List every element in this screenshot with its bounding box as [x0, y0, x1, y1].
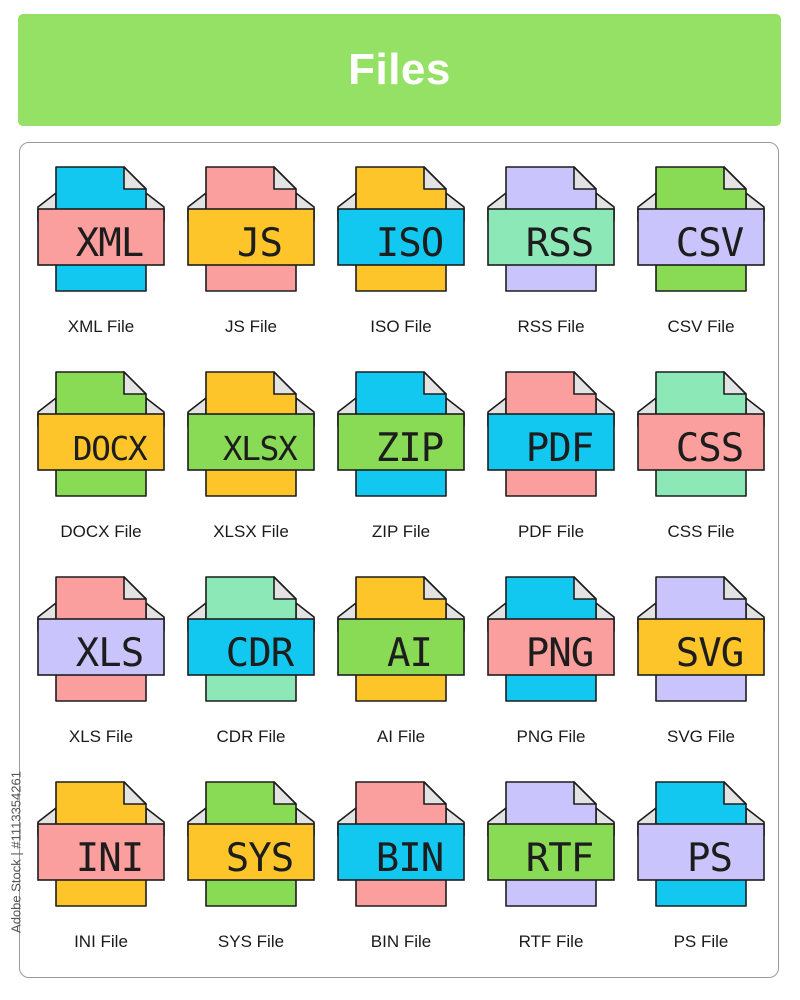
png-icon-label: PNG: [525, 630, 594, 676]
cdr-icon-label: CDR: [225, 630, 294, 676]
file-icon-tile-sys: SYS SYS File: [176, 758, 326, 963]
file-icon-tile-css: CSS CSS File: [626, 348, 776, 553]
ps-file-icon: PS: [636, 780, 766, 910]
js-file-icon: JS: [186, 165, 316, 295]
iso-file-icon: ISO: [336, 165, 466, 295]
sys-file-caption: SYS File: [217, 932, 285, 951]
iso-icon-label: ISO: [375, 220, 444, 266]
file-icon-tile-bin: BIN BIN File: [326, 758, 476, 963]
css-file-caption: CSS File: [667, 522, 735, 541]
docx-icon-label: DOCX: [72, 428, 148, 468]
sys-file-icon: SYS: [186, 780, 316, 910]
rtf-icon-label: RTF: [525, 835, 594, 881]
zip-file-caption: ZIP File: [371, 522, 431, 541]
xml-file-caption: XML File: [67, 317, 135, 336]
csv-icon-label: CSV: [675, 220, 744, 266]
file-icon-tile-zip: ZIP ZIP File: [326, 348, 476, 553]
ps-icon-label: PS: [687, 835, 733, 881]
bin-file-caption: BIN File: [370, 932, 432, 951]
css-file-icon: CSS: [636, 370, 766, 500]
bin-file-icon: BIN: [336, 780, 466, 910]
ai-icon-label: AI: [387, 630, 433, 676]
png-file-caption: PNG File: [516, 727, 586, 746]
xlsx-file-caption: XLSX File: [213, 522, 289, 541]
header-banner: Files: [18, 14, 781, 126]
xml-icon-label: XML: [75, 220, 144, 266]
xlsx-icon-label: XLSX: [222, 428, 298, 468]
csv-file-icon: CSV: [636, 165, 766, 295]
file-icon-tile-cdr: CDR CDR File: [176, 553, 326, 758]
rss-file-caption: RSS File: [517, 317, 585, 336]
file-icon-tile-png: PNG PNG File: [476, 553, 626, 758]
file-icon-tile-pdf: PDF PDF File: [476, 348, 626, 553]
pdf-file-caption: PDF File: [517, 522, 585, 541]
ps-file-caption: PS File: [673, 932, 729, 951]
ini-icon-label: INI: [75, 835, 144, 881]
page-title: Files: [348, 45, 451, 94]
file-icon-tile-xls: XLS XLS File: [26, 553, 176, 758]
sys-icon-label: SYS: [225, 835, 294, 881]
file-icon-tile-csv: CSV CSV File: [626, 143, 776, 348]
pdf-icon-label: PDF: [525, 425, 594, 471]
bin-icon-label: BIN: [375, 835, 444, 881]
cdr-file-caption: CDR File: [216, 727, 286, 746]
xml-file-icon: XML: [36, 165, 166, 295]
file-icon-tile-svg: SVG SVG File: [626, 553, 776, 758]
file-icon-tile-iso: ISO ISO File: [326, 143, 476, 348]
file-icon-tile-ps: PS PS File: [626, 758, 776, 963]
file-icon-tile-js: JS JS File: [176, 143, 326, 348]
pdf-file-icon: PDF: [486, 370, 616, 500]
side-watermark-id: Adobe Stock | #1113354261: [6, 762, 26, 942]
js-file-caption: JS File: [225, 317, 277, 336]
file-icon-tile-xml: XML XML File: [26, 143, 176, 348]
side-watermark-text: Adobe Stock | #1113354261: [8, 771, 24, 933]
ini-file-caption: INI File: [74, 932, 128, 951]
xlsx-file-icon: XLSX: [186, 370, 316, 500]
file-icon-tile-ini: INI INI File: [26, 758, 176, 963]
docx-file-icon: DOCX: [36, 370, 166, 500]
docx-file-caption: DOCX File: [60, 522, 142, 541]
rss-file-icon: RSS: [486, 165, 616, 295]
xls-icon-label: XLS: [75, 630, 144, 676]
file-icon-tile-docx: DOCX DOCX File: [26, 348, 176, 553]
svg-icon-label: SVG: [675, 630, 744, 676]
icon-grid-panel: XML XML File JS JS File ISO ISO File RSS RSS Fi…: [19, 142, 779, 978]
file-icon-tile-xlsx: XLSX XLSX File: [176, 348, 326, 553]
rss-icon-label: RSS: [525, 220, 594, 266]
png-file-icon: PNG: [486, 575, 616, 705]
xls-file-icon: XLS: [36, 575, 166, 705]
zip-file-icon: ZIP: [336, 370, 466, 500]
iso-file-caption: ISO File: [370, 317, 432, 336]
ai-file-caption: AI File: [376, 727, 426, 746]
file-icon-tile-ai: AI AI File: [326, 553, 476, 758]
file-icon-tile-rtf: RTF RTF File: [476, 758, 626, 963]
svg-file-caption: SVG File: [666, 727, 736, 746]
zip-icon-label: ZIP: [375, 425, 444, 471]
xls-file-caption: XLS File: [68, 727, 134, 746]
svg-file-icon: SVG: [636, 575, 766, 705]
ai-file-icon: AI: [336, 575, 466, 705]
rtf-file-icon: RTF: [486, 780, 616, 910]
ini-file-icon: INI: [36, 780, 166, 910]
css-icon-label: CSS: [675, 425, 744, 471]
cdr-file-icon: CDR: [186, 575, 316, 705]
csv-file-caption: CSV File: [667, 317, 735, 336]
js-icon-label: JS: [237, 220, 283, 266]
file-icon-tile-rss: RSS RSS File: [476, 143, 626, 348]
rtf-file-caption: RTF File: [518, 932, 584, 951]
